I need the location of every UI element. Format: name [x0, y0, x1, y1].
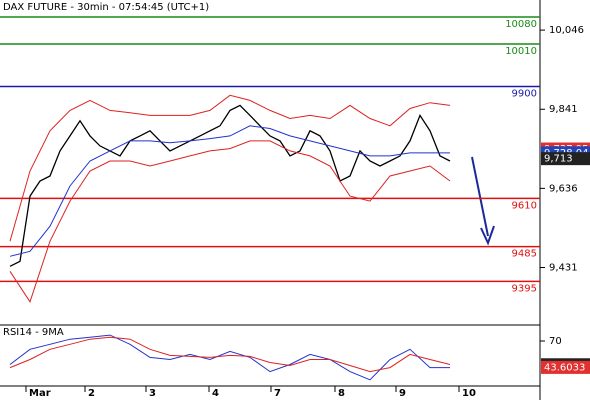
chart-title: DAX FUTURE - 30min - 07:54:45 (UTC+1) [3, 2, 209, 13]
y-tick-label: 70 [549, 336, 562, 347]
x-tick-label: 2 [88, 388, 95, 399]
price-label-box [541, 360, 590, 374]
x-tick-label: 10 [462, 388, 476, 399]
series-line [9, 140, 451, 303]
y-tick-label: 10,046 [549, 25, 584, 36]
forecast-arrow [471, 156, 495, 246]
price-label: 43.6033 [544, 362, 585, 373]
y-tick-label: 9,431 [549, 262, 578, 273]
level-label: 9395 [512, 283, 537, 294]
price-label-box [541, 152, 590, 166]
x-tick-label: 4 [212, 388, 219, 399]
level-label: 10010 [505, 46, 537, 57]
x-tick-label: Mar [29, 388, 51, 399]
y-tick-label: 9,636 [549, 183, 578, 194]
series-line [9, 94, 451, 242]
level-label: 9610 [512, 200, 537, 211]
x-tick-label: 9 [399, 388, 406, 399]
x-tick-label: 8 [338, 388, 345, 399]
series-line [9, 336, 451, 373]
series-line [9, 125, 450, 257]
level-label: 9900 [512, 88, 537, 99]
level-label: 10080 [505, 19, 537, 30]
level-label: 9485 [512, 249, 537, 260]
price-label: 9,713 [544, 154, 573, 165]
panel-title: RSI14 - 9MA [3, 327, 64, 338]
x-tick-label: 3 [149, 388, 156, 399]
series-line [9, 334, 450, 381]
series-line [9, 104, 451, 267]
title-bg [0, 0, 232, 14]
y-tick-label: 9,841 [549, 104, 578, 115]
x-tick-label: 7 [274, 388, 281, 399]
